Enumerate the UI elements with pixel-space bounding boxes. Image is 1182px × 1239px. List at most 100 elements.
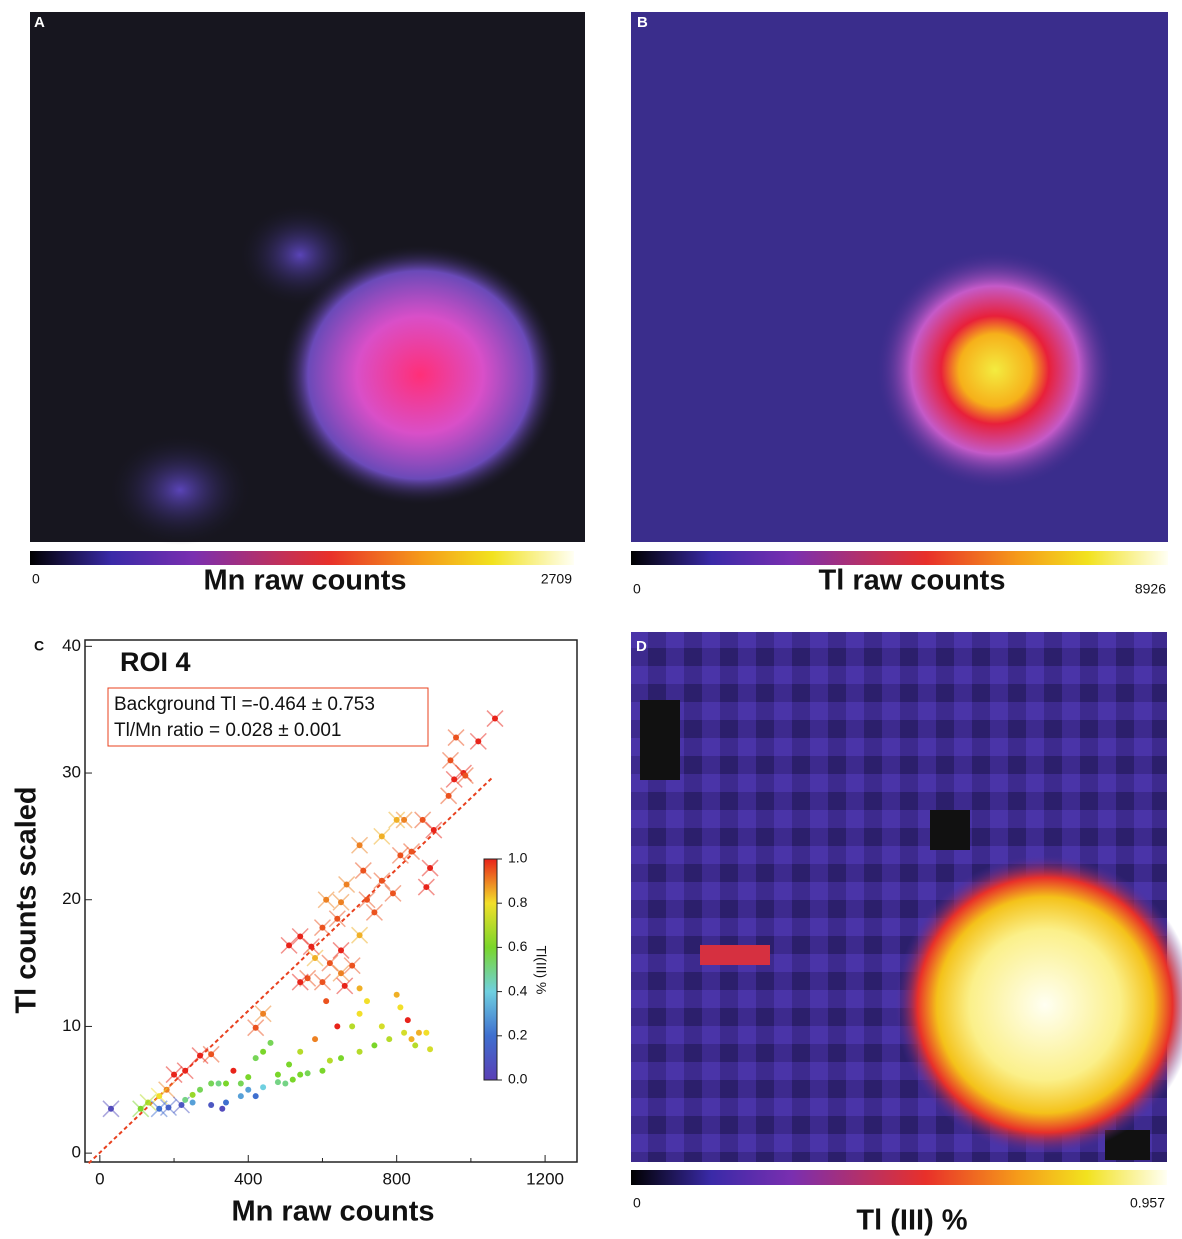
y-tick-label: 20 xyxy=(62,889,81,908)
marker xyxy=(308,943,315,950)
point xyxy=(274,1079,281,1086)
crossed-point xyxy=(313,919,331,937)
x-tick-label: 800 xyxy=(382,1169,410,1188)
marker xyxy=(297,933,304,940)
marker xyxy=(189,1091,196,1098)
colorbar xyxy=(483,858,498,1081)
crossed-point xyxy=(421,859,439,877)
marker xyxy=(371,909,378,916)
crossed-point xyxy=(291,973,309,991)
crossed-point xyxy=(391,846,409,864)
heatmap-b xyxy=(631,12,1168,542)
panel-label: C xyxy=(34,638,44,654)
marker xyxy=(274,1071,281,1078)
panel-label: A xyxy=(34,14,45,31)
crossed-point xyxy=(351,836,369,854)
marker xyxy=(274,1079,281,1086)
crossed-point xyxy=(445,770,463,788)
point xyxy=(197,1086,204,1093)
crossed-point xyxy=(247,1019,265,1037)
marker xyxy=(137,1105,144,1112)
marker xyxy=(230,1067,237,1074)
y-axis-label: Tl counts scaled xyxy=(11,786,43,1013)
marker xyxy=(356,985,363,992)
marker xyxy=(182,1096,189,1103)
marker xyxy=(107,1105,114,1112)
marker xyxy=(389,890,396,897)
marker xyxy=(245,1086,252,1093)
colorbar-tick-label: 0.8 xyxy=(508,894,528,910)
marker xyxy=(208,1051,215,1058)
marker xyxy=(286,942,293,949)
point xyxy=(427,1046,434,1053)
colorbar-label: Tl(III) % xyxy=(533,946,549,995)
point xyxy=(282,1080,289,1087)
colorbar-tick-label: 8926 xyxy=(1135,581,1166,597)
crossed-point xyxy=(373,872,391,890)
colorbar-tick-label: 2709 xyxy=(541,571,572,587)
point xyxy=(356,1048,363,1055)
marker xyxy=(282,1080,289,1087)
marker xyxy=(451,776,458,783)
point xyxy=(260,1048,267,1055)
marker xyxy=(245,1074,252,1081)
colorbar-tick-label: 0 xyxy=(633,581,641,597)
marker xyxy=(260,1010,267,1017)
crossed-point xyxy=(402,843,421,861)
marker xyxy=(356,1048,363,1055)
crossed-point xyxy=(302,938,320,956)
colorbar-tick-label: 0.957 xyxy=(1130,1195,1165,1211)
crossed-point xyxy=(317,891,335,909)
marker xyxy=(222,1099,229,1106)
colorbar xyxy=(631,1170,1167,1185)
colorbar-tick-label: 0.4 xyxy=(508,982,528,998)
point xyxy=(260,1084,267,1091)
crossed-point xyxy=(441,751,460,769)
colorbar-tick-label: 0.2 xyxy=(508,1027,528,1043)
marker xyxy=(349,1023,356,1030)
marker xyxy=(363,896,370,903)
marker xyxy=(378,877,385,884)
marker xyxy=(252,1055,259,1062)
crossed-point xyxy=(343,957,361,975)
point xyxy=(312,1036,319,1043)
fit-line xyxy=(88,776,494,1164)
marker xyxy=(415,1029,422,1036)
point xyxy=(182,1096,189,1103)
marker xyxy=(197,1052,204,1059)
crossed-point xyxy=(150,1087,168,1105)
marker xyxy=(286,1061,293,1068)
crossed-point xyxy=(417,878,435,896)
colorbar-label: Mn raw counts xyxy=(203,565,406,597)
annotation-box xyxy=(107,687,429,747)
point xyxy=(304,1070,311,1077)
crossed-point xyxy=(336,977,354,995)
crossed-point xyxy=(313,973,331,991)
point xyxy=(334,1023,341,1030)
marker xyxy=(363,998,370,1005)
point xyxy=(349,1023,356,1030)
marker xyxy=(453,734,460,741)
crossed-point xyxy=(332,964,350,982)
point xyxy=(423,1029,430,1036)
marker xyxy=(393,991,400,998)
marker xyxy=(297,1048,304,1055)
marker xyxy=(163,1086,170,1093)
point xyxy=(408,1036,415,1043)
marker xyxy=(343,881,350,888)
point xyxy=(189,1099,196,1106)
marker xyxy=(323,896,330,903)
y-tick-label: 30 xyxy=(62,763,81,782)
y-tick-label: 0 xyxy=(72,1143,81,1162)
point xyxy=(356,1010,363,1017)
marker xyxy=(208,1080,215,1087)
crossed-point xyxy=(176,1062,194,1080)
crossed-point xyxy=(191,1047,209,1065)
marker xyxy=(360,867,367,874)
point xyxy=(274,1071,281,1078)
y-tick-label: 40 xyxy=(62,636,81,655)
crossed-point xyxy=(132,1100,150,1118)
marker xyxy=(323,998,330,1005)
marker xyxy=(145,1099,152,1106)
